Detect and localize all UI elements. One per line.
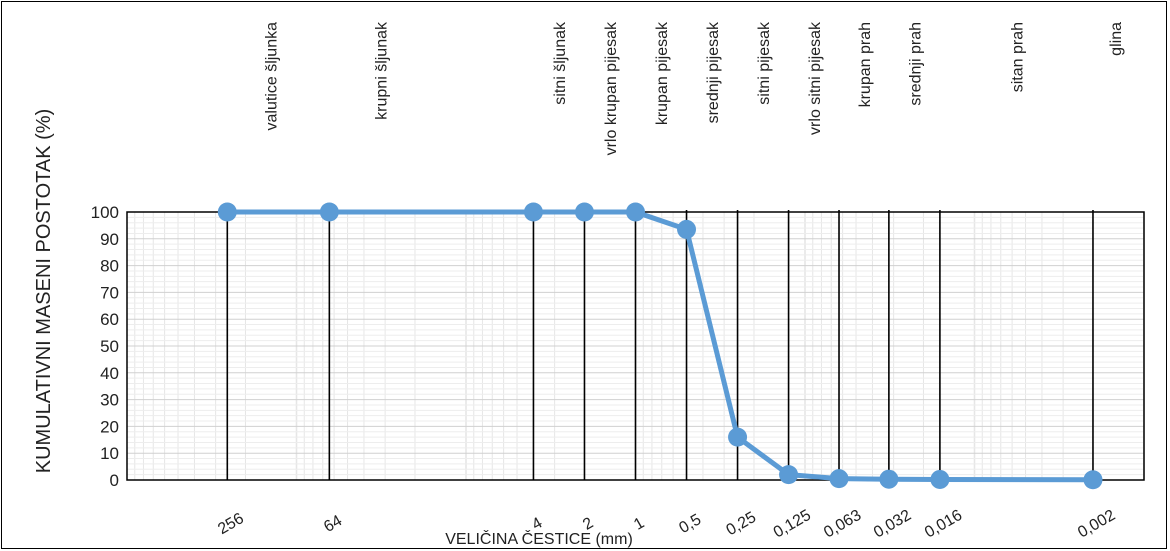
y-tick-label: 0 xyxy=(110,471,119,490)
data-point xyxy=(677,219,697,239)
class-label: sitan prah xyxy=(1009,22,1026,92)
series-line xyxy=(217,202,1103,490)
class-label: sitni pijesak xyxy=(756,21,773,105)
class-label: krupan prah xyxy=(857,22,874,107)
data-point xyxy=(1083,470,1103,490)
class-label: vrlo krupan pijesak xyxy=(603,21,620,155)
data-point xyxy=(319,202,339,222)
class-label: krupni šljunak xyxy=(373,21,390,120)
y-tick-label: 50 xyxy=(100,337,119,356)
class-label: vrlo sitni pijesak xyxy=(807,21,824,135)
data-point xyxy=(728,427,748,447)
class-label: krupan pijesak xyxy=(654,21,671,125)
class-label: sitni šljunak xyxy=(552,21,569,105)
x-tick-label: 256 xyxy=(215,510,247,538)
x-tick-label: 0,016 xyxy=(922,507,965,542)
x-tick-label: 0,125 xyxy=(771,507,814,542)
y-tick-label: 10 xyxy=(100,444,119,463)
data-point xyxy=(829,469,849,489)
y-tick-label: 20 xyxy=(100,417,119,436)
y-axis-label: KUMULATIVNI MASENI POSTOTAK (%) xyxy=(33,109,55,474)
class-boundaries xyxy=(226,210,1094,480)
class-labels: valutice šljunka krupni šljunak sitni šlju… xyxy=(263,21,1125,155)
y-tick-label: 80 xyxy=(100,257,119,276)
class-label: srednji prah xyxy=(907,22,924,106)
x-tick-label: 0,063 xyxy=(821,507,864,542)
class-label: valutice šljunka xyxy=(263,22,280,131)
x-tick-label: 0,25 xyxy=(724,509,760,539)
class-label: srednji pijesak xyxy=(705,21,722,123)
y-tick-label: 40 xyxy=(100,364,119,383)
x-tick-label: 0,5 xyxy=(676,511,704,537)
y-axis-ticks: 0 10 20 30 40 50 60 70 80 90 100 xyxy=(91,203,119,490)
data-point xyxy=(779,465,799,485)
data-point xyxy=(626,202,645,222)
data-point xyxy=(879,469,899,489)
class-label: glina xyxy=(1108,22,1125,56)
x-axis-label: VELIČINA ČESTICE (mm) xyxy=(445,529,633,548)
y-tick-label: 100 xyxy=(91,203,119,222)
x-tick-label: 64 xyxy=(321,512,345,536)
x-axis-ticks: 256 64 4 2 1 0,5 0,25 0,125 0,063 0,032 0,016 0,002 xyxy=(215,507,1118,542)
data-point xyxy=(523,202,543,222)
y-tick-label: 30 xyxy=(100,391,119,410)
y-tick-label: 60 xyxy=(100,310,119,329)
data-point xyxy=(574,202,594,222)
y-tick-label: 90 xyxy=(100,230,119,249)
x-tick-label: 0,032 xyxy=(871,507,914,542)
data-point xyxy=(930,469,950,489)
x-tick-label: 0,002 xyxy=(1075,507,1118,542)
x-tick-label: 1 xyxy=(631,514,647,533)
data-point xyxy=(217,202,237,222)
y-tick-label: 70 xyxy=(100,283,119,302)
